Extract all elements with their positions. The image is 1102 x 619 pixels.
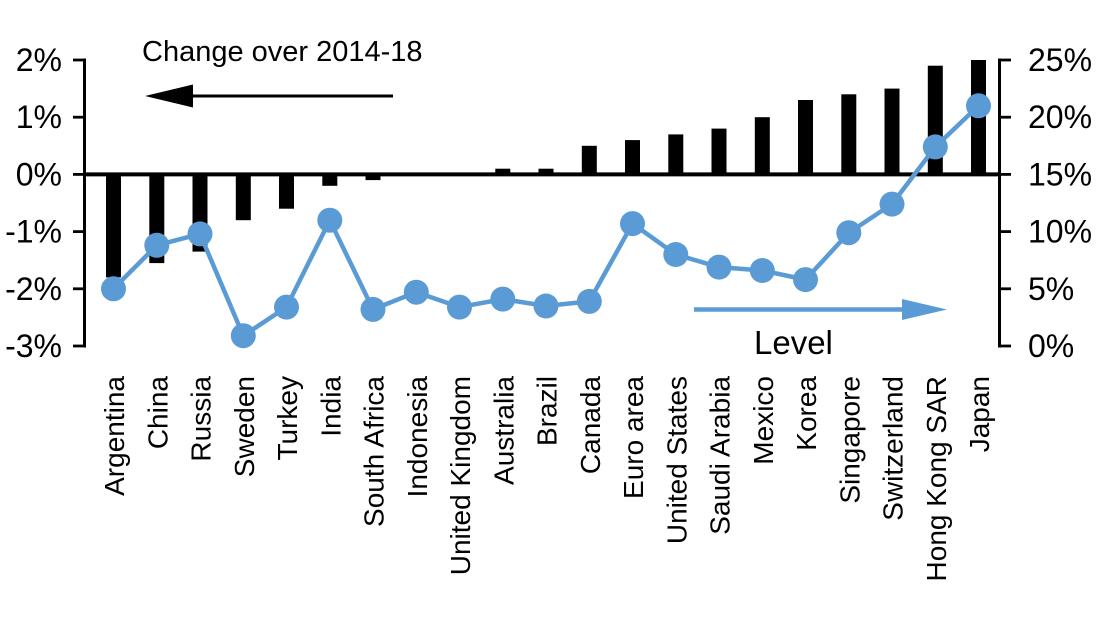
change-bar-india bbox=[322, 174, 338, 186]
left-axis-tick-label: 1% bbox=[16, 99, 62, 135]
category-label-mexico: Mexico bbox=[748, 376, 779, 465]
level-marker-hong-kong-sar bbox=[922, 134, 948, 160]
category-label-australia: Australia bbox=[488, 376, 519, 485]
change-bar-united-states bbox=[668, 134, 684, 175]
category-label-united-states: United States bbox=[661, 376, 692, 544]
left-axis-tick-label: 2% bbox=[16, 42, 62, 78]
category-label-brazil: Brazil bbox=[532, 376, 563, 446]
change-bar-sweden bbox=[235, 174, 251, 221]
level-marker-korea bbox=[793, 267, 818, 293]
category-label-argentina: Argentina bbox=[99, 376, 130, 496]
change-bar-saudi-arabia bbox=[711, 128, 727, 175]
level-marker-canada bbox=[576, 288, 602, 314]
level-marker-russia bbox=[187, 221, 213, 247]
right-axis-tick-label: 0% bbox=[1028, 328, 1074, 364]
change-bar-brazil bbox=[538, 168, 554, 175]
category-label-singapore: Singapore bbox=[834, 376, 865, 504]
level-marker-australia bbox=[490, 286, 516, 312]
category-label-hong-kong-sar: Hong Kong SAR bbox=[921, 376, 952, 581]
level-marker-mexico bbox=[749, 258, 775, 283]
change-bar-korea bbox=[798, 100, 813, 175]
level-marker-united-states bbox=[663, 242, 689, 267]
category-label-china: China bbox=[142, 376, 173, 450]
level-marker-argentina bbox=[101, 276, 126, 302]
category-label-turkey: Turkey bbox=[272, 376, 303, 461]
category-label-saudi-arabia: Saudi Arabia bbox=[705, 376, 736, 535]
right-axis-tick-label: 5% bbox=[1028, 271, 1074, 307]
level-marker-united-kingdom bbox=[447, 294, 472, 320]
change-bar-south-africa bbox=[365, 174, 381, 181]
right-axis-tick-label: 20% bbox=[1028, 99, 1092, 135]
left-axis-tick-label: -1% bbox=[5, 214, 62, 250]
level-marker-euro-area bbox=[620, 211, 645, 237]
category-label-sweden: Sweden bbox=[229, 376, 260, 477]
change-bar-canada bbox=[581, 145, 597, 175]
change-bar-singapore bbox=[841, 94, 857, 175]
change-bar-euro-area bbox=[625, 140, 640, 175]
category-label-south-africa: South Africa bbox=[359, 376, 390, 527]
change-arrow-icon bbox=[145, 84, 193, 108]
category-label-euro-area: Euro area bbox=[618, 376, 649, 499]
left-axis-tick-label: 0% bbox=[16, 156, 62, 192]
level-marker-india bbox=[317, 207, 343, 233]
change-bar-argentina bbox=[106, 174, 121, 278]
change-bar-australia bbox=[495, 168, 511, 175]
left-axis-tick-label: -3% bbox=[5, 328, 62, 364]
level-marker-singapore bbox=[836, 220, 862, 246]
right-axis-tick-label: 25% bbox=[1028, 42, 1092, 78]
category-label-united-kingdom: United Kingdom bbox=[445, 376, 476, 575]
left-axis-tick-label: -2% bbox=[5, 271, 62, 307]
right-series-label: Level bbox=[754, 324, 833, 361]
left-series-title: Change over 2014-18 bbox=[142, 36, 423, 68]
right-axis-tick-label: 10% bbox=[1028, 214, 1092, 250]
change-bar-turkey bbox=[279, 174, 294, 209]
level-marker-indonesia bbox=[403, 279, 429, 305]
change-bar-switzerland bbox=[884, 88, 900, 175]
category-label-switzerland: Switzerland bbox=[878, 376, 909, 521]
level-marker-sweden bbox=[230, 323, 256, 349]
category-label-japan: Japan bbox=[964, 376, 995, 452]
level-marker-brazil bbox=[533, 293, 559, 319]
level-marker-switzerland bbox=[879, 191, 905, 217]
category-label-korea: Korea bbox=[791, 376, 822, 451]
category-label-india: India bbox=[315, 376, 346, 437]
level-marker-japan bbox=[966, 93, 991, 119]
level-marker-turkey bbox=[274, 294, 299, 320]
level-marker-china bbox=[144, 232, 170, 258]
category-label-russia: Russia bbox=[186, 376, 217, 462]
right-axis-tick-label: 15% bbox=[1028, 156, 1092, 192]
level-marker-saudi-arabia bbox=[706, 254, 732, 280]
level-arrow-icon bbox=[902, 299, 947, 320]
category-label-canada: Canada bbox=[575, 376, 606, 475]
level-marker-south-africa bbox=[360, 296, 386, 322]
change-bar-mexico bbox=[754, 117, 770, 175]
category-label-indonesia: Indonesia bbox=[402, 376, 433, 498]
